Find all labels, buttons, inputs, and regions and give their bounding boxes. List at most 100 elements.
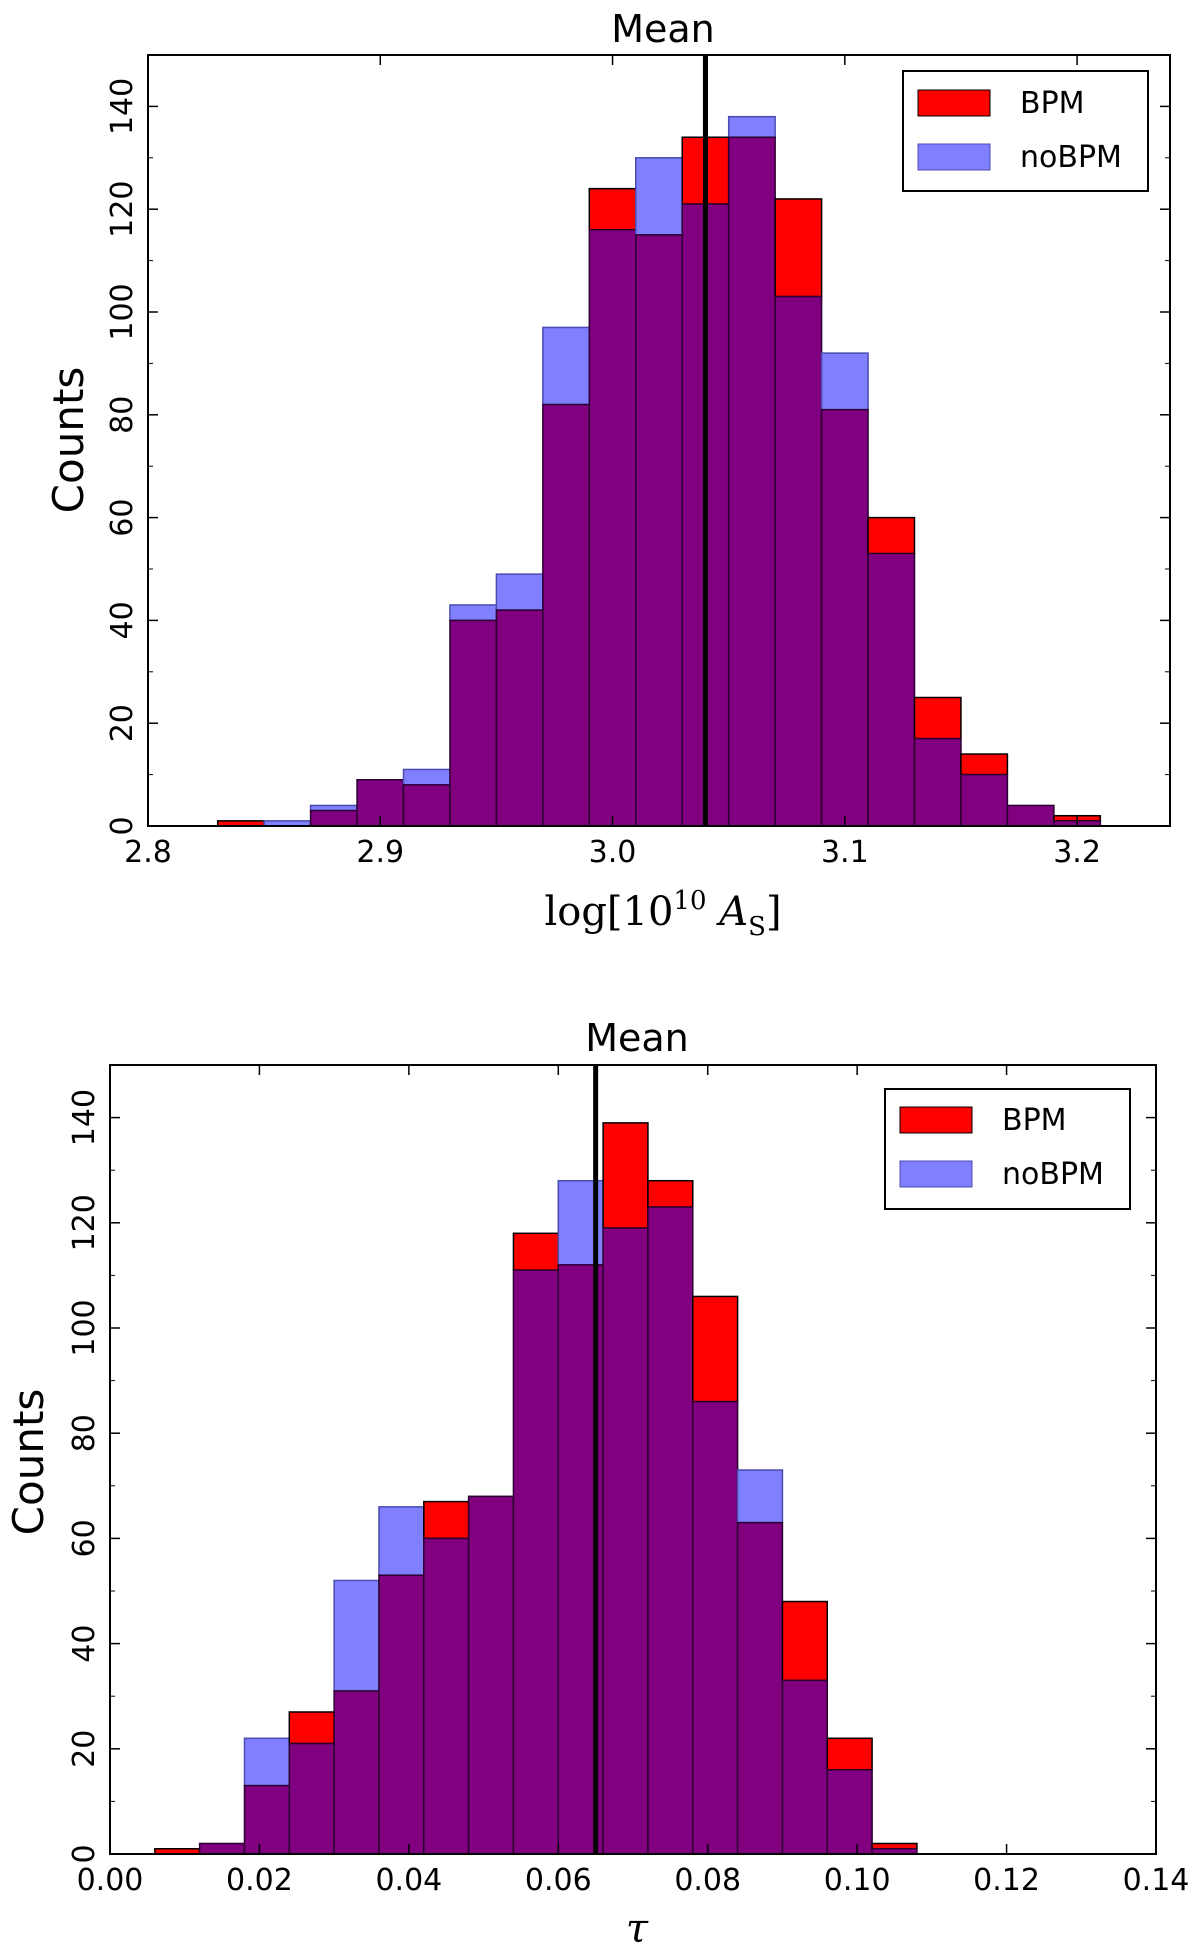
legend-top: BPM noBPM	[902, 70, 1149, 192]
bar-overlap	[1006, 804, 1055, 827]
chart-panel-top: Mean Counts log[1010 AS] 0 20 40 60 80 100 120…	[44, 7, 1171, 942]
chart-title-bottom: Mean	[585, 1016, 689, 1060]
bar-bpm-excess	[692, 1295, 739, 1403]
chart-panel-bottom: Mean Counts τ 0 20 40 60 80 100 120 140 0.00 0.02…	[4, 1016, 1189, 1949]
bar-nobpm-excess	[402, 768, 451, 786]
bar-bpm-excess	[871, 1842, 918, 1850]
x-tick-label: 3.0	[589, 835, 637, 870]
legend-swatch-bpm-top	[917, 89, 991, 117]
bar-bpm-excess	[647, 1179, 694, 1208]
bar-bpm-excess	[781, 1600, 829, 1682]
bar-nobpm-excess	[542, 326, 591, 406]
bar-overlap	[736, 1521, 784, 1855]
legend-label-bpm-top: BPM	[1020, 86, 1085, 121]
bar-overlap	[198, 1842, 246, 1855]
bar-bpm-excess	[423, 1500, 470, 1540]
bar-bpm-excess	[512, 1232, 560, 1271]
bar-overlap	[243, 1784, 291, 1855]
bar-bpm-excess	[826, 1737, 873, 1771]
bar-overlap	[542, 403, 591, 827]
y-tick-label: 80	[105, 396, 140, 434]
y-axis-label-top: Counts	[44, 367, 93, 514]
bar-nobpm-excess	[309, 804, 358, 812]
bar-overlap	[378, 1574, 425, 1855]
bar-bpm-excess	[913, 696, 962, 740]
x-tick-label: 0.14	[1123, 1863, 1190, 1898]
bar-overlap	[495, 609, 544, 827]
bar-overlap	[692, 1400, 739, 1855]
x-axis-label-top: log[1010 AS]	[544, 886, 781, 942]
legend-label-nobpm-bottom: noBPM	[1002, 1157, 1104, 1192]
legend-label-nobpm-top: noBPM	[1020, 140, 1122, 175]
bar-overlap	[333, 1690, 380, 1855]
bar-overlap	[826, 1769, 873, 1855]
y-tick-label: 20	[67, 1730, 102, 1768]
bar-overlap	[588, 229, 637, 827]
bar-nobpm-excess	[635, 157, 683, 236]
bar-overlap	[774, 295, 823, 827]
x-tick-label: 2.9	[356, 835, 404, 870]
chart-title-top: Mean	[611, 7, 715, 51]
bar-overlap	[647, 1206, 694, 1855]
bar-overlap	[402, 784, 451, 827]
y-tick-label: 0	[67, 1844, 102, 1863]
x-tick-label: 0.00	[77, 1863, 144, 1898]
x-tick-label: 0.04	[375, 1863, 442, 1898]
legend-label-bpm-bottom: BPM	[1002, 1103, 1067, 1138]
bar-overlap	[288, 1742, 335, 1855]
plot-area-bottom: 0 20 40 60 80 100 120 140 0.00 0.02 0.04 0.06 0.08 0.…	[67, 1064, 1190, 1898]
bar-overlap	[913, 737, 962, 827]
y-tick-label: 80	[67, 1414, 102, 1452]
bar-overlap	[727, 136, 776, 827]
x-tick-label: 0.08	[674, 1863, 741, 1898]
bar-nobpm-excess	[495, 573, 544, 611]
x-tick-label: 0.06	[525, 1863, 592, 1898]
y-tick-label: 40	[105, 601, 140, 639]
bar-overlap	[960, 773, 1009, 827]
bar-overlap	[781, 1679, 829, 1855]
bar-bpm-excess	[867, 516, 916, 555]
bar-nobpm-excess	[333, 1579, 380, 1692]
x-axis-label-bottom: τ	[626, 1906, 649, 1949]
plot-frame	[109, 1064, 1157, 1855]
y-axis-label-bottom: Counts	[4, 1389, 53, 1536]
y-tick-label: 100	[67, 1299, 102, 1356]
legend-swatch-nobpm-bottom	[899, 1160, 973, 1188]
bar-overlap	[820, 408, 869, 827]
y-tick-label: 140	[67, 1089, 102, 1146]
x-tick-label: 0.10	[824, 1863, 891, 1898]
bar-nobpm-excess	[243, 1737, 291, 1787]
bar-bpm-excess	[602, 1122, 649, 1229]
bar-overlap	[512, 1269, 560, 1855]
bar-overlap	[602, 1227, 649, 1855]
x-tick-label: 0.02	[226, 1863, 293, 1898]
bar-nobpm-excess	[449, 604, 498, 622]
bar-overlap	[449, 619, 498, 827]
y-tick-label: 0	[105, 816, 140, 835]
x-tick-label: 3.2	[1053, 835, 1101, 870]
bar-bpm-excess	[774, 198, 823, 298]
bar-nobpm-excess	[378, 1506, 425, 1576]
y-tick-label: 120	[67, 1194, 102, 1251]
legend-swatch-nobpm-top	[917, 143, 991, 171]
bar-nobpm-excess	[820, 352, 869, 411]
legend-swatch-bpm-bottom	[899, 1106, 973, 1134]
bar-overlap	[309, 809, 358, 827]
y-tick-label: 60	[105, 499, 140, 537]
legend-bottom: BPM noBPM	[884, 1088, 1131, 1210]
plot-frame	[147, 54, 1171, 827]
y-tick-label: 20	[105, 704, 140, 742]
y-tick-label: 120	[105, 181, 140, 238]
bar-overlap	[867, 552, 916, 827]
bar-overlap	[467, 1495, 515, 1855]
bar-overlap	[635, 234, 683, 827]
y-tick-label: 60	[67, 1519, 102, 1557]
y-tick-label: 40	[67, 1625, 102, 1663]
y-tick-label: 100	[105, 283, 140, 340]
bar-overlap	[423, 1537, 470, 1855]
bar-bpm-excess	[288, 1711, 335, 1745]
x-tick-label: 3.1	[821, 835, 869, 870]
bar-nobpm-excess	[736, 1469, 784, 1524]
y-tick-label: 140	[105, 78, 140, 135]
